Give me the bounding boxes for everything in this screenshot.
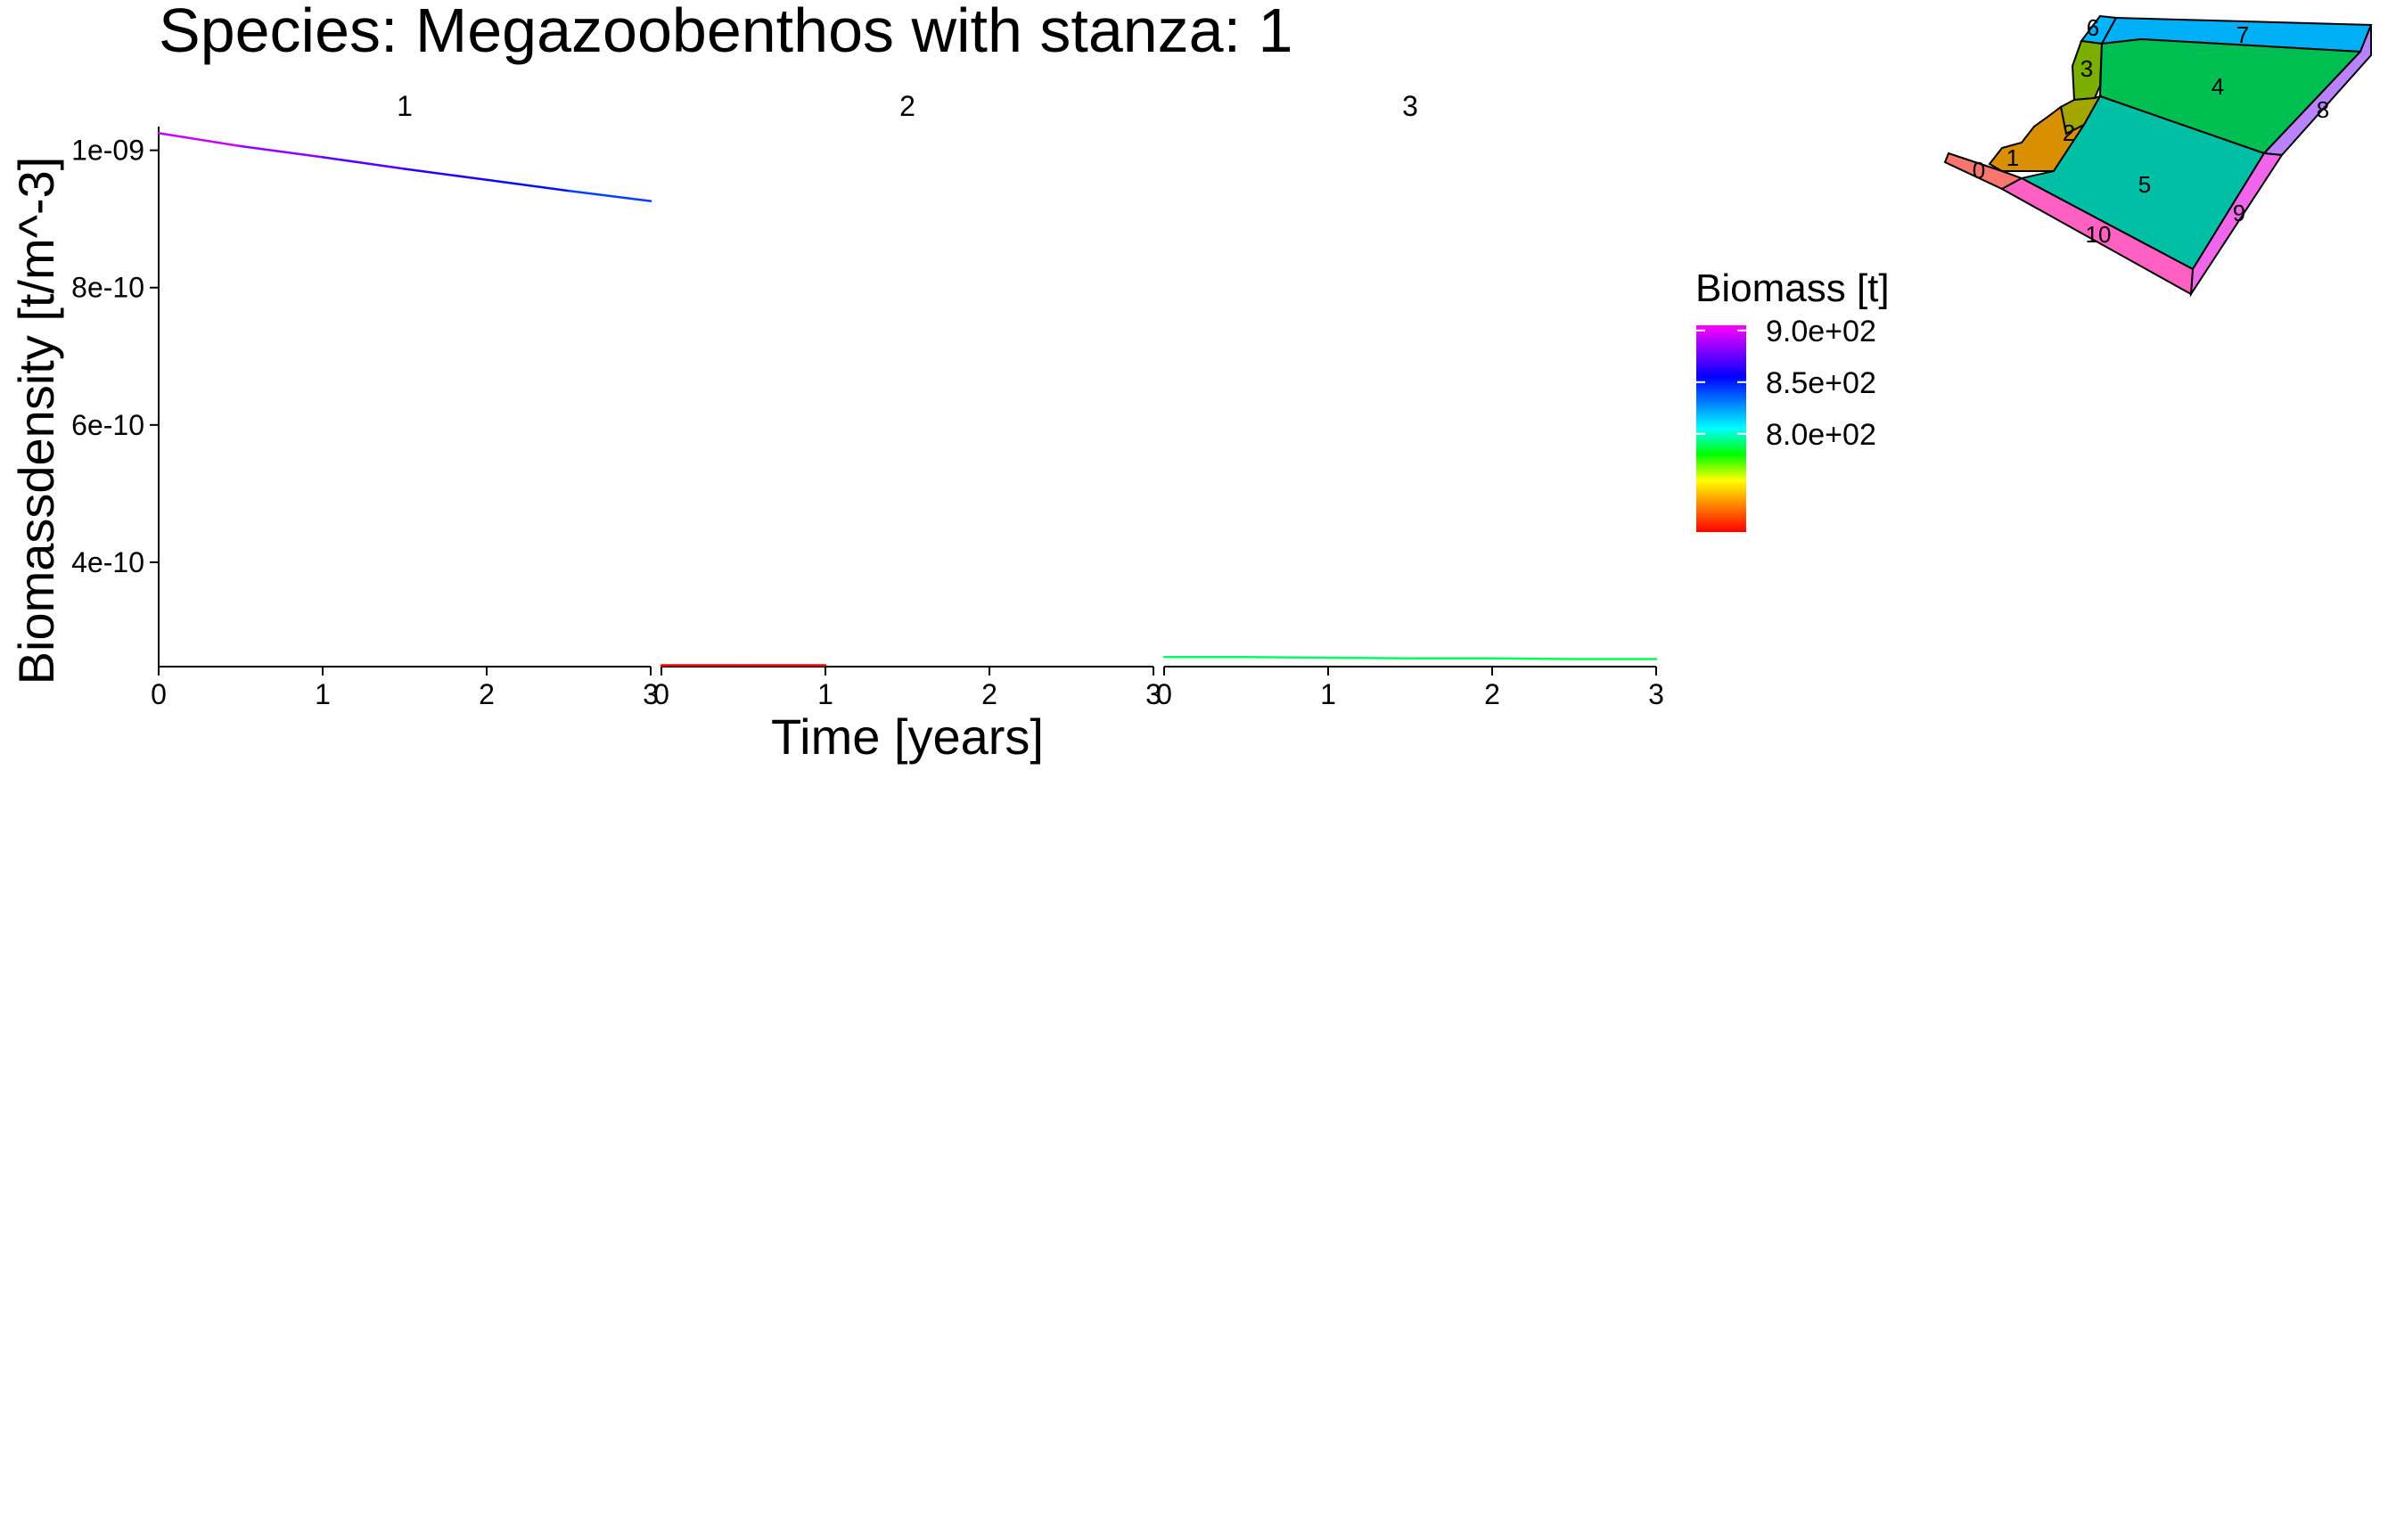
series-segment: [567, 189, 652, 202]
y-tick-label: 1e-09: [71, 135, 144, 167]
x-tick-label: 3: [1145, 678, 1161, 710]
map-label-8: 8: [2317, 96, 2329, 123]
map-label-1: 1: [2006, 144, 2019, 171]
facet-strip-label: 1: [397, 90, 413, 122]
map-label-2: 2: [2063, 119, 2075, 146]
series-segment: [239, 144, 324, 159]
facet-strip-label: 3: [1402, 90, 1418, 122]
map-label-7: 7: [2236, 21, 2249, 48]
series-segment: [1244, 655, 1330, 659]
series-segment: [403, 168, 488, 182]
legend-tick-label: 8.0e+02: [1766, 418, 1876, 452]
series-line-facet-1: [157, 132, 652, 202]
x-tick-label: 1: [1320, 678, 1336, 710]
map-box-1: [1988, 105, 2087, 172]
map-label-3: 3: [2080, 55, 2093, 82]
legend-tick-label: 9.0e+02: [1766, 315, 1876, 348]
x-tick-label: 1: [817, 678, 833, 710]
y-tick-label: 8e-10: [71, 272, 144, 304]
map-label-5: 5: [2138, 171, 2151, 198]
series-segment: [321, 156, 406, 170]
x-tick-label: 3: [1648, 678, 1664, 710]
panel-3: 3 0 1 2 3: [1156, 90, 1664, 710]
legend-title: Biomass [t]: [1695, 266, 1890, 310]
series-segment: [1326, 656, 1412, 660]
y-tick-label: 4e-10: [71, 546, 144, 578]
chart-title: Species: Megazoobenthos with stanza: 1: [159, 0, 1292, 65]
map-box-10: [1999, 176, 2195, 296]
map-label-9: 9: [2233, 200, 2245, 226]
map-label-10: 10: [2086, 221, 2112, 248]
facet-strip-label: 2: [899, 90, 915, 122]
color-legend: Biomass [t] 9.0e+02 8.5e+02 8.0e+02: [1695, 266, 1890, 532]
x-tick-label: 0: [151, 678, 167, 710]
x-tick-label: 2: [981, 678, 997, 710]
y-tick-label: 6e-10: [71, 409, 144, 441]
map-label-6: 6: [2087, 14, 2099, 41]
x-tick-label: 2: [1484, 678, 1500, 710]
legend-tick-label: 8.5e+02: [1766, 366, 1876, 400]
x-tick-label: 0: [1156, 678, 1172, 710]
map-label-4: 4: [2211, 73, 2224, 100]
x-tick-label: 3: [643, 678, 659, 710]
x-tick-label: 0: [653, 678, 669, 710]
y-axis-title: Biomassdensity [t/m^-3]: [8, 157, 64, 685]
series-segment: [157, 132, 242, 148]
model-map: 6 7 3 4 8 2 1 0 5 9 10: [1943, 14, 2373, 298]
x-tick-label: 1: [315, 678, 331, 710]
series-line-facet-3: [1162, 655, 1658, 660]
legend-colorbar: [1696, 325, 1746, 532]
x-tick-label: 2: [479, 678, 495, 710]
panel-2: 2 0 1 2 3: [653, 90, 1161, 710]
x-axis-title: Time [years]: [771, 709, 1044, 765]
map-box-8: [2261, 24, 2372, 157]
panel-1: 1 0 1 2 3 1e-09 8e-10 6e-10 4e-10: [71, 90, 659, 710]
map-label-0: 0: [1973, 157, 1985, 184]
series-segment: [485, 178, 570, 192]
